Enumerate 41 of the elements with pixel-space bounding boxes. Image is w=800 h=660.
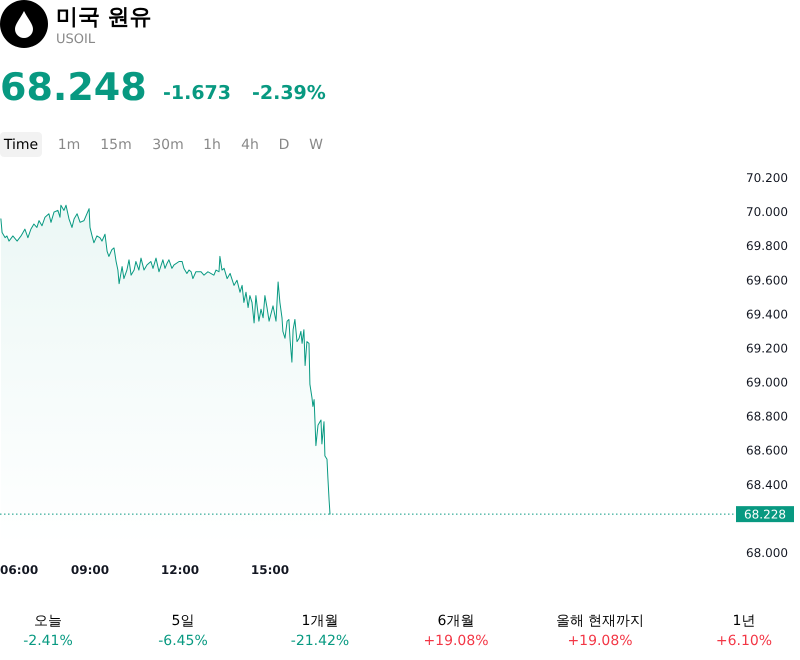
text: 5일 — [172, 613, 194, 629]
x-tick-label: 06:00 — [0, 563, 38, 577]
text: 1개월 — [302, 613, 338, 629]
y-tick-label: 70.200 — [746, 171, 788, 185]
text: 4h — [241, 137, 259, 153]
ref-line-label: 68.228 — [744, 508, 786, 522]
chart-title: 미국 원유 — [56, 5, 152, 30]
y-tick-label: 70.000 — [746, 205, 788, 220]
y-tick-label: 69.800 — [746, 239, 788, 254]
text: 1m — [58, 137, 80, 153]
text: -2.41% — [23, 633, 73, 649]
x-tick-label: 15:00 — [250, 563, 290, 577]
text: -21.42% — [290, 633, 350, 649]
text: +19.08% — [423, 633, 489, 649]
y-tick-label: 69.400 — [746, 307, 788, 322]
text: 1h — [203, 137, 221, 153]
y-tick-label: 68.600 — [746, 444, 788, 458]
text: -1.673 — [163, 82, 231, 104]
x-tick-label: 12:00 — [160, 563, 200, 577]
text: 오늘 — [34, 613, 62, 629]
y-tick-label: 68.400 — [746, 478, 788, 492]
y-tick-label: 69.200 — [746, 341, 788, 356]
y-tick-label: 69.000 — [746, 376, 788, 390]
text: 6개월 — [438, 613, 474, 629]
text: 15m — [100, 137, 132, 153]
chart-subtitle: USOIL — [56, 32, 96, 47]
text: -6.45% — [158, 633, 208, 649]
text: W — [309, 137, 324, 153]
y-tick-label: 69.600 — [746, 273, 788, 288]
text: 올해 현재까지 — [556, 613, 644, 629]
text: +6.10% — [716, 633, 772, 649]
y-tick-label: 68.000 — [746, 546, 788, 560]
text: D — [278, 137, 290, 153]
text: 30m — [152, 137, 184, 153]
y-tick-label: 68.800 — [746, 410, 788, 424]
x-tick-label: 09:00 — [70, 563, 110, 577]
text: +19.08% — [567, 633, 633, 649]
text: -2.39% — [252, 82, 326, 104]
text: Time — [2, 137, 38, 153]
text: 68.248 — [0, 65, 147, 109]
text: 1년 — [732, 613, 756, 629]
